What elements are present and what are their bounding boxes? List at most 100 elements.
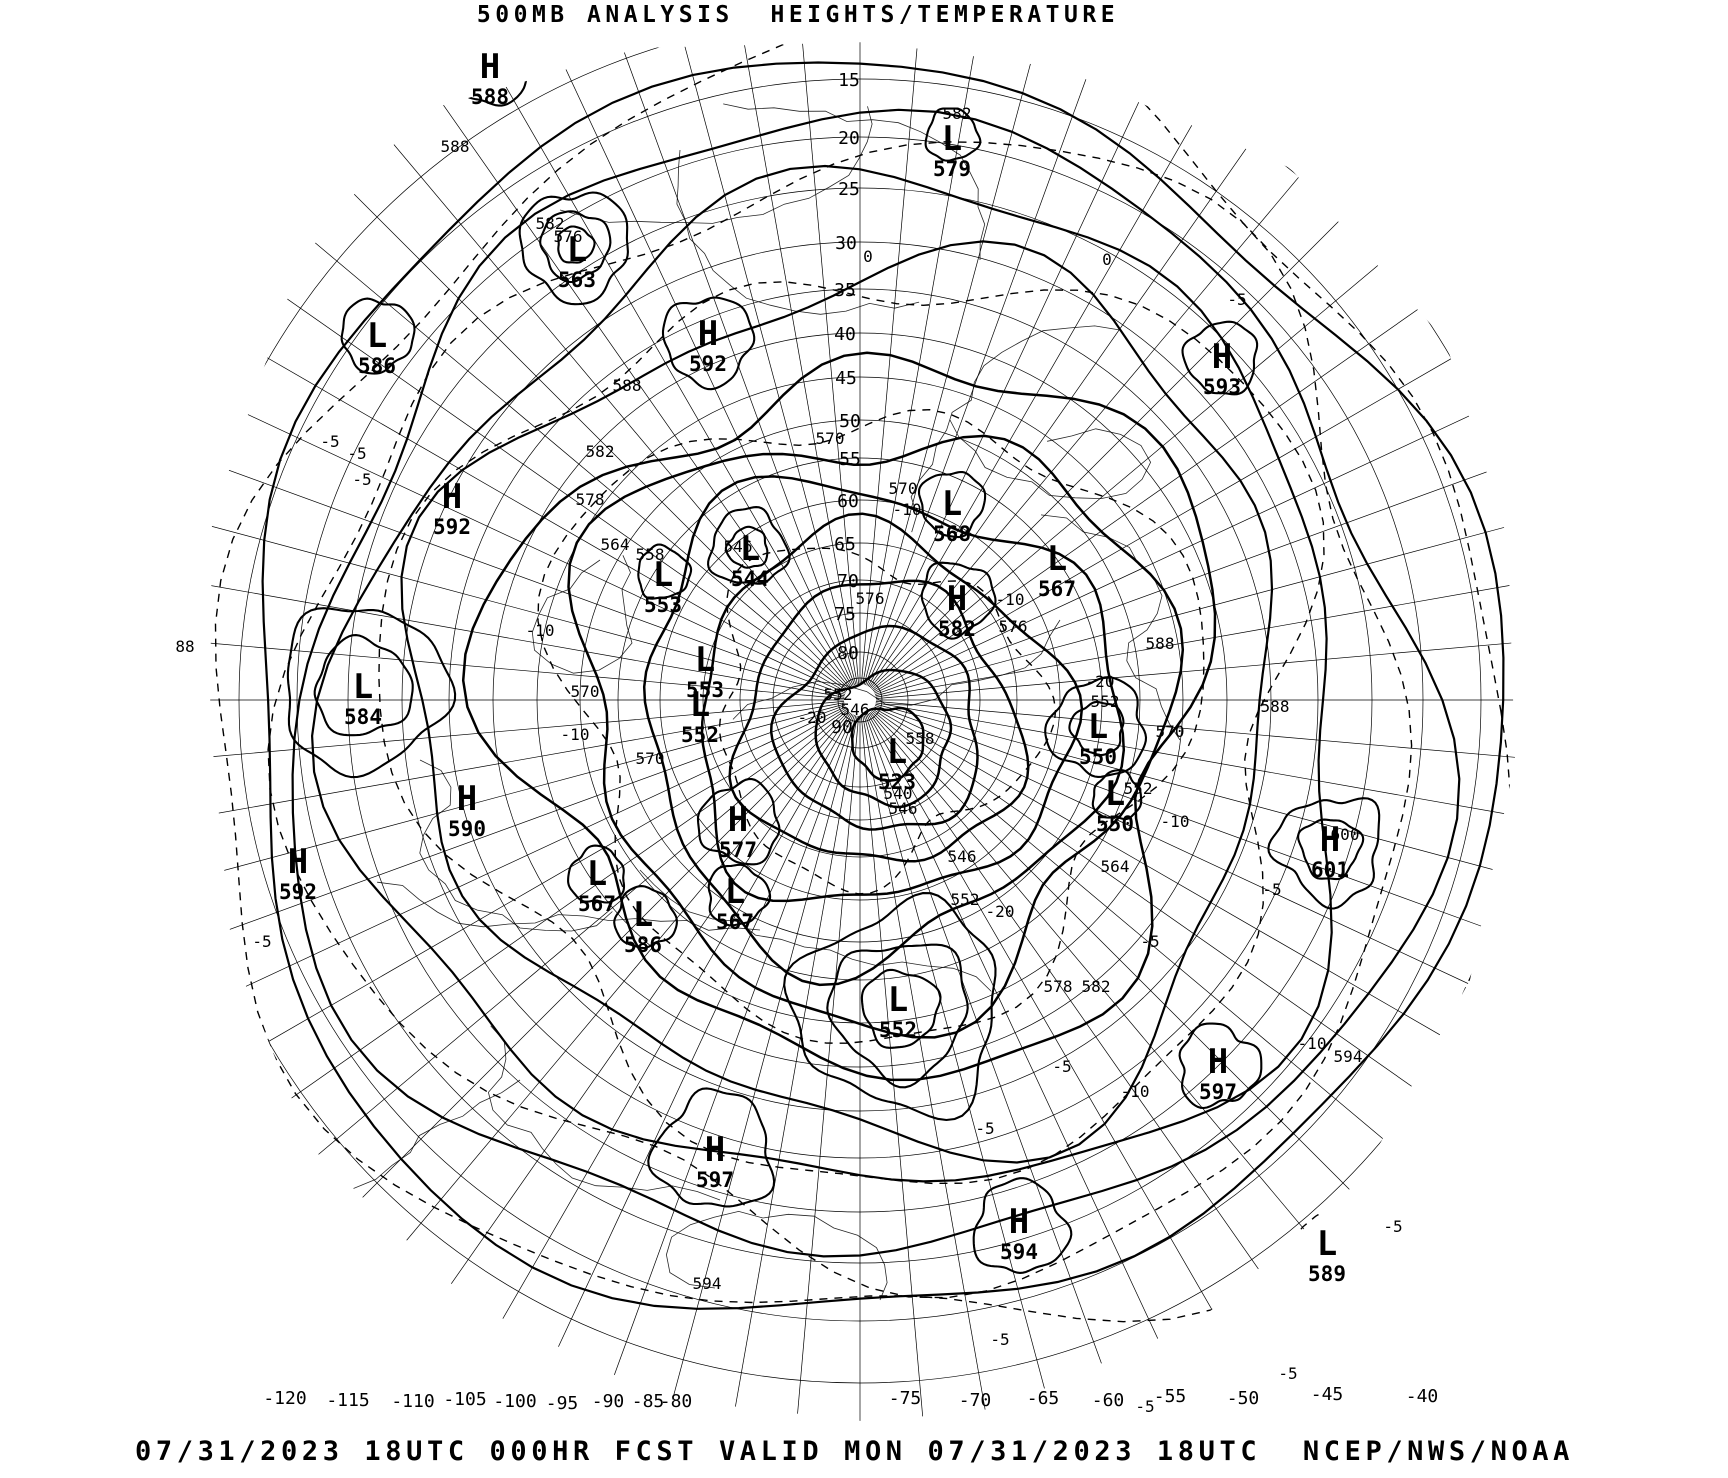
- contour-label: 570: [571, 682, 600, 701]
- contour-label: -20: [1086, 672, 1115, 691]
- pressure-center-value: 597: [1199, 1080, 1237, 1104]
- pressure-center-letter: L: [587, 854, 607, 894]
- pressure-center-value: 586: [358, 354, 396, 378]
- latitude-label: 70: [837, 571, 859, 592]
- longitude-label: -95: [546, 1393, 579, 1414]
- pressure-center-value: 567: [1038, 577, 1076, 601]
- contour-label: 582: [1082, 977, 1111, 996]
- contour-label: 552: [1124, 779, 1153, 798]
- pressure-center-letter: H: [1009, 1202, 1029, 1242]
- pressure-center-letter: H: [288, 842, 308, 882]
- contour-label: -5: [1278, 1364, 1297, 1383]
- pressure-center-value: 592: [689, 352, 727, 376]
- pressure-center-value: 597: [696, 1168, 734, 1192]
- latitude-label: 75: [834, 604, 856, 625]
- contour-label: 570: [636, 749, 665, 768]
- contour-label: 558: [636, 545, 665, 564]
- longitude-label: -100: [493, 1391, 536, 1412]
- longitude-label: -115: [326, 1390, 369, 1411]
- contour-label: 552: [1091, 692, 1120, 711]
- pressure-center-value: 589: [1308, 1262, 1346, 1286]
- pressure-center-value: 577: [719, 838, 757, 862]
- contour-label: -5: [1140, 932, 1159, 951]
- pressure-center-value: 593: [1203, 375, 1241, 399]
- pressure-center-value: 523: [878, 770, 916, 794]
- latitude-label: 30: [835, 233, 857, 254]
- map-graticule-layer: [210, 42, 1515, 1422]
- longitude-label: -90: [592, 1391, 625, 1412]
- contour-label: 564: [1101, 857, 1130, 876]
- contour-label: 88: [175, 637, 194, 656]
- longitude-label: -110: [391, 1391, 434, 1412]
- contour-label: -10: [526, 621, 555, 640]
- contour-label: -20: [798, 708, 827, 727]
- pressure-center-value: 552: [879, 1018, 917, 1042]
- longitude-label: -60: [1092, 1390, 1125, 1411]
- contour-label: -5: [347, 444, 366, 463]
- contour-label: -5: [1383, 1217, 1402, 1236]
- contour-label: 570: [889, 479, 918, 498]
- latitude-label: 40: [834, 324, 856, 345]
- longitude-label: -80: [660, 1391, 693, 1412]
- contour-label: 582: [586, 442, 615, 461]
- longitude-label: -55: [1154, 1386, 1187, 1407]
- contour-label: 546: [841, 700, 870, 719]
- contour-label: -5: [1262, 880, 1281, 899]
- longitude-label: -105: [443, 1389, 486, 1410]
- contour-label: 0: [863, 247, 873, 266]
- contour-label: 594: [693, 1274, 722, 1293]
- pressure-center-value: 592: [279, 880, 317, 904]
- contour-label: 546: [724, 537, 753, 556]
- pressure-center-value: 553: [686, 678, 724, 702]
- contour-label: 552: [951, 890, 980, 909]
- contour-label: -5: [990, 1330, 1009, 1349]
- latitude-label: 25: [838, 179, 860, 200]
- pressure-center-letter: H: [457, 779, 477, 819]
- pressure-center-letter: H: [1212, 337, 1232, 377]
- pressure-center-letter: L: [653, 555, 673, 595]
- pressure-center-value: 567: [578, 892, 616, 916]
- contour-label: 582: [943, 104, 972, 123]
- contour-label: 0: [1102, 250, 1112, 269]
- pressure-center-letter: H: [442, 477, 462, 517]
- pressure-center-letter: H: [1320, 820, 1340, 860]
- contour-label: 588: [441, 137, 470, 156]
- contour-label: 552: [824, 685, 853, 704]
- contour-label: -5: [1052, 1057, 1071, 1076]
- longitude-label: -120: [263, 1388, 306, 1409]
- latitude-label: 80: [837, 643, 859, 664]
- contour-label: 578: [1044, 977, 1073, 996]
- pressure-center-letter: L: [942, 484, 962, 524]
- pressure-center-letter: L: [1047, 539, 1067, 579]
- pressure-center-value: 584: [344, 705, 382, 729]
- contour-label: 576: [554, 227, 583, 246]
- contour-label: 576: [856, 589, 885, 608]
- contour-label: 570: [816, 429, 845, 448]
- pressure-center-letter: L: [725, 872, 745, 912]
- pressure-center-letter: H: [947, 579, 967, 619]
- contour-label: 576: [999, 617, 1028, 636]
- pressure-center-value: 544: [731, 567, 769, 591]
- contour-label: 546: [948, 847, 977, 866]
- pressure-center-value: 563: [558, 268, 596, 292]
- contour-label: 564: [601, 535, 630, 554]
- contour-label: -5: [1227, 290, 1246, 309]
- contour-label: -10: [561, 725, 590, 744]
- latitude-label: 35: [834, 280, 856, 301]
- pressure-center-letter: L: [353, 667, 373, 707]
- pressure-center-letter: L: [1088, 707, 1108, 747]
- contour-label: 594: [1334, 1047, 1363, 1066]
- pressure-center-value: 594: [1000, 1240, 1038, 1264]
- pressure-center-letter: L: [690, 685, 710, 725]
- contour-label: -10: [893, 500, 922, 519]
- pressure-center-letter: L: [942, 119, 962, 159]
- pressure-center-letter: H: [698, 314, 718, 354]
- pressure-center-value: 552: [681, 723, 719, 747]
- contour-label: -5: [975, 1119, 994, 1138]
- chart-footer: 07/31/2023 18UTC 000HR FCST VALID MON 07…: [135, 1436, 1575, 1467]
- contour-label: 558: [906, 729, 935, 748]
- pressure-center-value: 553: [644, 593, 682, 617]
- contour-label: 582: [536, 214, 565, 233]
